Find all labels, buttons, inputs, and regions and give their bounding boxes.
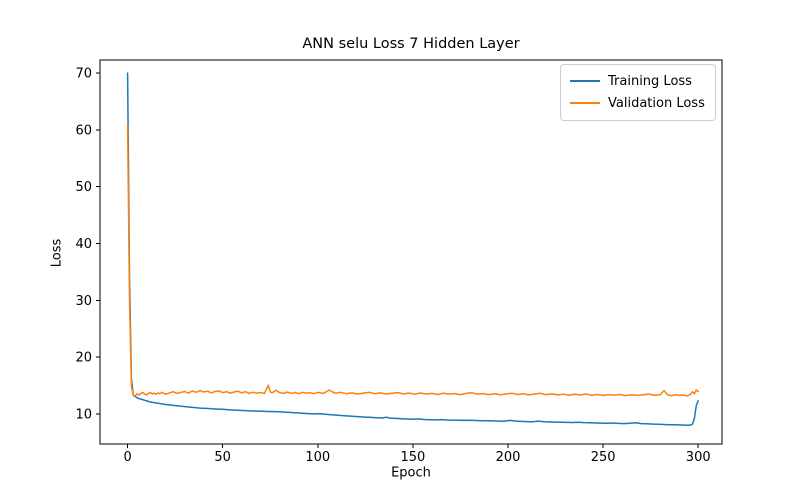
y-tick-label: 40	[75, 237, 92, 252]
chart-title: ANN selu Loss 7 Hidden Layer	[302, 36, 520, 52]
y-tick-label: 20	[75, 351, 92, 366]
y-tick-label: 30	[75, 294, 92, 309]
y-tick-label: 50	[75, 180, 92, 195]
legend: Training Loss Validation Loss	[560, 64, 716, 121]
y-axis-label: Loss	[49, 238, 65, 268]
x-tick-label: 50	[214, 450, 231, 465]
validation-loss-line-sample-icon	[570, 102, 600, 104]
y-tick-label: 60	[75, 123, 92, 138]
legend-item-training: Training Loss	[570, 70, 707, 92]
x-tick-label: 300	[686, 450, 711, 465]
y-tick-label: 70	[75, 67, 92, 82]
series-line-1	[126, 123, 699, 397]
y-tick-label: 10	[75, 407, 92, 422]
legend-item-validation: Validation Loss	[570, 92, 707, 114]
legend-label-validation: Validation Loss	[608, 95, 705, 111]
series-line-0	[126, 72, 699, 427]
x-tick-label: 100	[305, 450, 330, 465]
training-loss-line-sample-icon	[570, 80, 600, 82]
x-tick-label: 0	[123, 450, 131, 465]
x-tick-label: 150	[400, 450, 425, 465]
x-axis-label: Epoch	[391, 465, 431, 481]
x-tick-label: 250	[591, 450, 616, 465]
axes-frame	[99, 59, 723, 445]
legend-label-training: Training Loss	[608, 73, 692, 89]
x-tick-label: 200	[496, 450, 521, 465]
